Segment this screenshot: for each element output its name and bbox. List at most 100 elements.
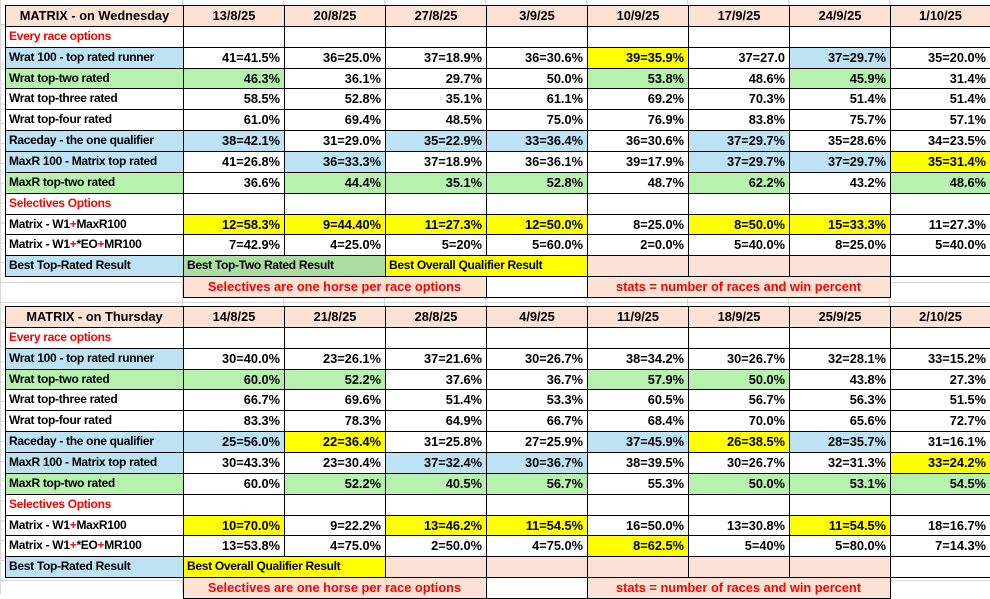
value-cell[interactable] xyxy=(891,26,990,47)
value-cell[interactable]: 30=26.7% xyxy=(487,348,588,369)
row-label[interactable]: Wrat top-three rated xyxy=(6,89,184,110)
value-cell[interactable]: 66.7% xyxy=(184,390,285,411)
value-cell[interactable] xyxy=(790,327,891,348)
value-cell[interactable] xyxy=(689,327,790,348)
value-cell[interactable]: 39=35.9% xyxy=(588,47,689,68)
row-label[interactable]: Wrat top-two rated xyxy=(6,369,184,390)
value-cell[interactable]: 7=42.9% xyxy=(184,235,285,256)
value-cell[interactable]: 36.7% xyxy=(487,369,588,390)
value-cell[interactable]: 48.7% xyxy=(588,172,689,193)
value-cell[interactable] xyxy=(790,494,891,515)
value-cell[interactable]: 37=18.9% xyxy=(386,152,487,173)
value-cell[interactable] xyxy=(487,193,588,214)
value-cell[interactable]: 53.8% xyxy=(588,68,689,89)
value-cell[interactable]: 31.4% xyxy=(891,68,990,89)
value-cell[interactable]: 26=38.5% xyxy=(689,432,790,453)
value-cell[interactable] xyxy=(386,327,487,348)
date-header[interactable]: 14/8/25 xyxy=(184,307,285,328)
value-cell[interactable]: 5=40.0% xyxy=(891,235,990,256)
row-label[interactable]: Every race options xyxy=(6,327,184,348)
value-cell[interactable]: 65.6% xyxy=(790,411,891,432)
row-label[interactable]: MaxR 100 - Matrix top rated xyxy=(6,453,184,474)
value-cell[interactable]: 38=34.2% xyxy=(588,348,689,369)
value-cell[interactable]: 50.0% xyxy=(487,68,588,89)
value-cell[interactable]: 61.1% xyxy=(487,89,588,110)
value-cell[interactable]: 38=39.5% xyxy=(588,453,689,474)
value-cell[interactable]: 55.3% xyxy=(588,473,689,494)
value-cell[interactable]: 4=25.0% xyxy=(285,235,386,256)
best-result-merged-cell[interactable]: Best Top-Two Rated Result xyxy=(184,256,386,277)
value-cell[interactable] xyxy=(386,193,487,214)
value-cell[interactable]: 8=62.5% xyxy=(588,536,689,557)
value-cell[interactable] xyxy=(588,494,689,515)
value-cell[interactable]: 37=18.9% xyxy=(386,47,487,68)
value-cell[interactable]: 10=70.0% xyxy=(184,515,285,536)
value-cell[interactable]: 43.8% xyxy=(790,369,891,390)
value-cell[interactable]: 41=41.5% xyxy=(184,47,285,68)
value-cell[interactable] xyxy=(891,327,990,348)
value-cell[interactable]: 11=27.3% xyxy=(386,214,487,235)
value-cell[interactable]: 54.5% xyxy=(891,473,990,494)
value-cell[interactable]: 52.8% xyxy=(487,172,588,193)
value-cell[interactable]: 30=40.0% xyxy=(184,348,285,369)
value-cell[interactable]: 23=30.4% xyxy=(285,453,386,474)
table-title[interactable]: MATRIX - on Thursday xyxy=(6,307,184,328)
value-cell[interactable] xyxy=(891,193,990,214)
row-label[interactable]: Wrat top-four rated xyxy=(6,110,184,131)
value-cell[interactable]: 72.7% xyxy=(891,411,990,432)
value-cell[interactable]: 75.7% xyxy=(790,110,891,131)
footer-cell[interactable] xyxy=(386,557,487,578)
value-cell[interactable]: 48.6% xyxy=(689,68,790,89)
value-cell[interactable] xyxy=(891,494,990,515)
value-cell[interactable]: 5=20% xyxy=(386,235,487,256)
value-cell[interactable]: 36=25.0% xyxy=(285,47,386,68)
value-cell[interactable]: 35=31.4% xyxy=(891,152,990,173)
value-cell[interactable]: 35.1% xyxy=(386,172,487,193)
footer-cell[interactable] xyxy=(689,256,790,277)
row-label[interactable]: Matrix - W1+*EO+MR100 xyxy=(6,536,184,557)
value-cell[interactable]: 32=31.3% xyxy=(790,453,891,474)
value-cell[interactable]: 30=26.7% xyxy=(689,453,790,474)
value-cell[interactable]: 46.3% xyxy=(184,68,285,89)
row-label[interactable]: Matrix - W1+MaxR100 xyxy=(6,515,184,536)
value-cell[interactable]: 35.1% xyxy=(386,89,487,110)
value-cell[interactable] xyxy=(285,26,386,47)
value-cell[interactable]: 22=36.4% xyxy=(285,432,386,453)
value-cell[interactable]: 30=43.3% xyxy=(184,453,285,474)
value-cell[interactable]: 60.5% xyxy=(588,390,689,411)
note-text-cell[interactable]: Selectives are one horse per race option… xyxy=(184,277,487,298)
date-header[interactable]: 25/9/25 xyxy=(790,307,891,328)
value-cell[interactable] xyxy=(184,193,285,214)
date-header[interactable]: 13/8/25 xyxy=(184,6,285,27)
value-cell[interactable]: 57.1% xyxy=(891,110,990,131)
value-cell[interactable]: 57.9% xyxy=(588,369,689,390)
value-cell[interactable]: 30=26.7% xyxy=(689,348,790,369)
date-header[interactable]: 28/8/25 xyxy=(386,307,487,328)
value-cell[interactable]: 51.4% xyxy=(790,89,891,110)
row-label[interactable]: Matrix - W1+MaxR100 xyxy=(6,214,184,235)
footer-cell[interactable] xyxy=(790,557,891,578)
value-cell[interactable] xyxy=(588,327,689,348)
row-label[interactable]: Wrat top-three rated xyxy=(6,390,184,411)
value-cell[interactable]: 5=40.0% xyxy=(689,235,790,256)
value-cell[interactable]: 56.3% xyxy=(790,390,891,411)
value-cell[interactable]: 69.2% xyxy=(588,89,689,110)
value-cell[interactable]: 30=36.7% xyxy=(487,453,588,474)
date-header[interactable]: 20/8/25 xyxy=(285,6,386,27)
value-cell[interactable]: 35=28.6% xyxy=(790,131,891,152)
value-cell[interactable] xyxy=(184,26,285,47)
value-cell[interactable]: 28=35.7% xyxy=(790,432,891,453)
value-cell[interactable]: 56.7% xyxy=(487,473,588,494)
value-cell[interactable]: 48.6% xyxy=(891,172,990,193)
row-label[interactable]: Wrat 100 - top rated runner xyxy=(6,47,184,68)
value-cell[interactable]: 44.4% xyxy=(285,172,386,193)
value-cell[interactable]: 52.2% xyxy=(285,473,386,494)
value-cell[interactable]: 50.0% xyxy=(689,369,790,390)
value-cell[interactable]: 5=80.0% xyxy=(790,536,891,557)
value-cell[interactable] xyxy=(285,193,386,214)
value-cell[interactable]: 45.9% xyxy=(790,68,891,89)
row-label[interactable]: Selectives Options xyxy=(6,494,184,515)
row-label[interactable]: Every race options xyxy=(6,26,184,47)
value-cell[interactable]: 11=27.3% xyxy=(891,214,990,235)
value-cell[interactable]: 37=45.9% xyxy=(588,432,689,453)
